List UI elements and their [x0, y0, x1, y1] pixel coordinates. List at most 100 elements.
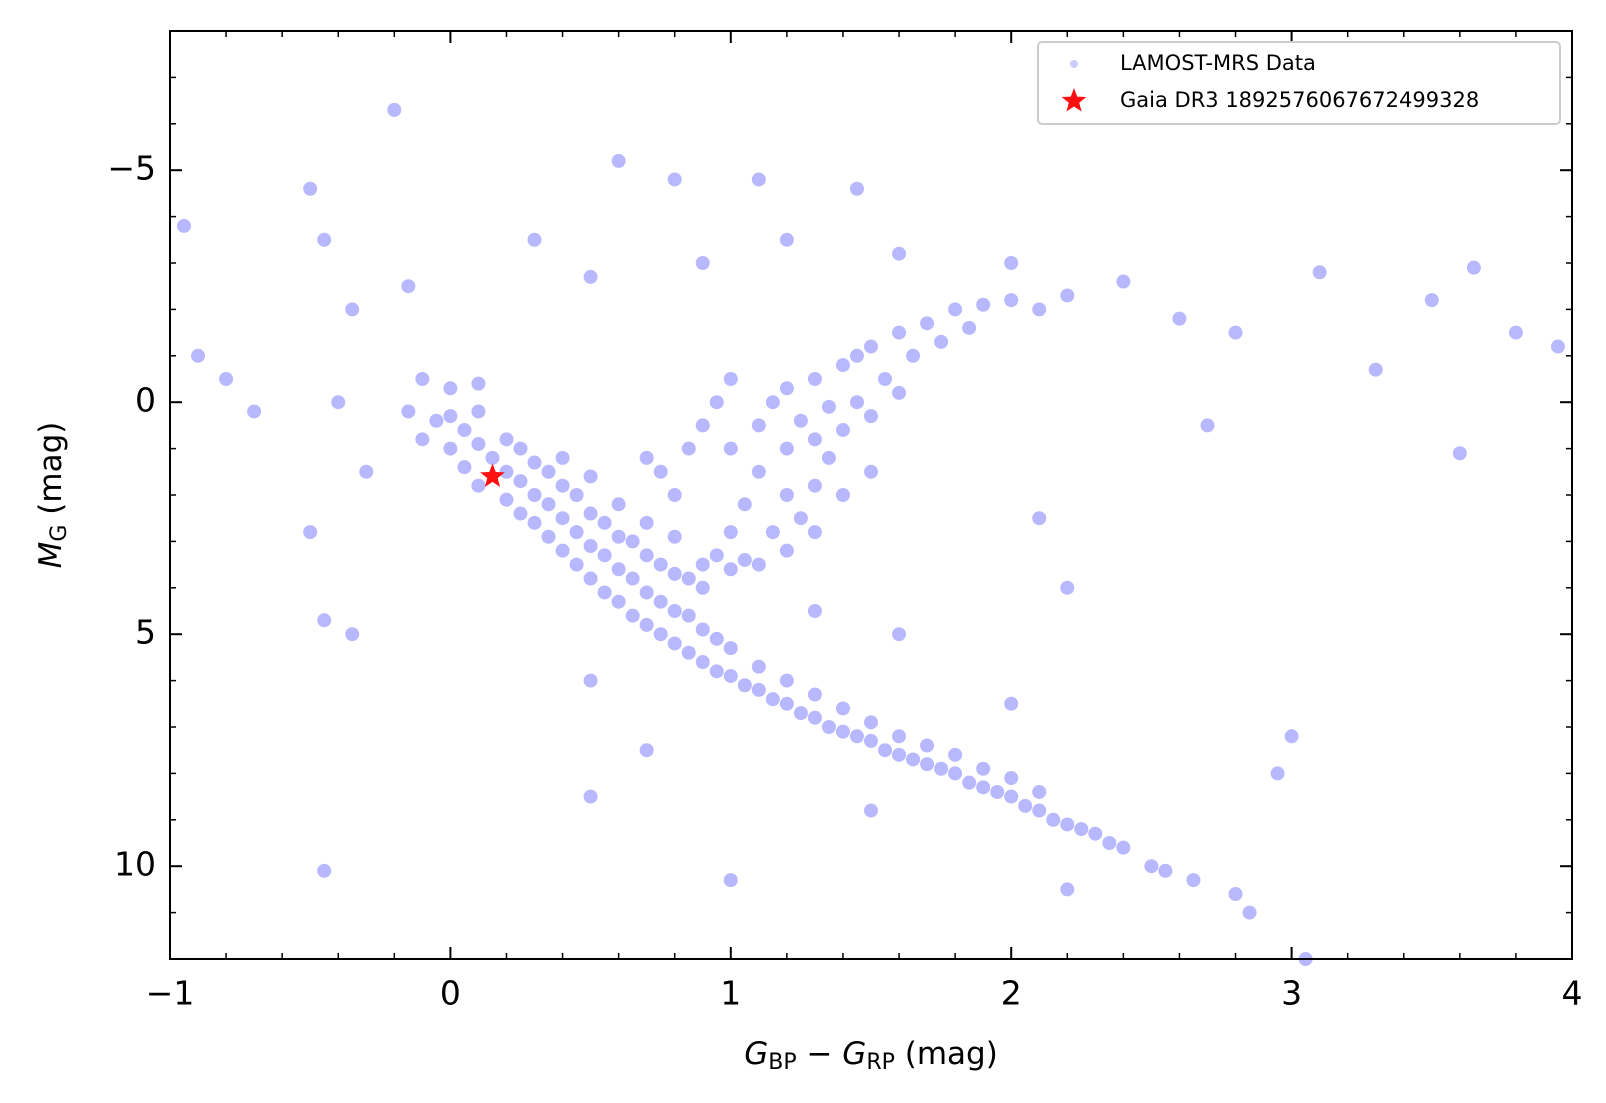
scatter-point: [835, 701, 850, 716]
x-tick-label: −1: [146, 974, 195, 1013]
scatter-point: [611, 529, 626, 544]
scatter-point: [807, 372, 822, 386]
scatter-point: [527, 455, 542, 470]
scatter-point: [415, 372, 430, 386]
scatter-point: [920, 757, 935, 772]
scatter-point: [513, 441, 528, 456]
scatter-point: [821, 450, 836, 465]
scatter-point: [653, 464, 668, 479]
y-tick-label: 0: [135, 381, 156, 420]
scatter-point: [723, 562, 738, 577]
scatter-point: [667, 529, 682, 544]
legend-box: [1037, 41, 1561, 125]
scatter-point: [583, 506, 598, 521]
scatter-point: [807, 710, 822, 725]
scatter-point: [765, 692, 780, 707]
scatter-point: [625, 608, 640, 623]
x-axis-label: GBP − GRP (mag): [744, 1036, 998, 1076]
y-tick-label: −5: [107, 149, 156, 188]
scatter-point: [990, 784, 1005, 799]
scatter-point: [569, 525, 584, 540]
scatter-point: [976, 297, 991, 312]
scatter-point: [667, 636, 682, 651]
scatter-point: [443, 381, 458, 396]
scatter-point: [681, 645, 696, 660]
legend-label: Gaia DR3 1892576067672499328: [1120, 88, 1479, 112]
scatter-point: [1102, 836, 1117, 850]
scatter-point: [849, 348, 864, 363]
scatter-point: [639, 743, 654, 758]
scatter-point: [1060, 882, 1075, 897]
scatter-point: [1004, 789, 1019, 804]
scatter-point: [191, 348, 206, 363]
scatter-point: [892, 246, 907, 261]
scatter-point: [345, 302, 360, 317]
scatter-point: [695, 256, 710, 270]
scatter-point: [569, 488, 584, 502]
scatter-point: [723, 525, 738, 540]
scatter-point: [709, 631, 724, 646]
scatter-point: [429, 413, 444, 428]
scatter-point: [177, 218, 192, 233]
scatter-point: [695, 655, 710, 670]
legend-label: LAMOST-MRS Data: [1120, 51, 1316, 75]
scatter-point: [737, 552, 752, 567]
axis-label-part: M: [33, 542, 69, 569]
scatter-point: [401, 279, 416, 294]
scatter-point: [1200, 418, 1215, 433]
scatter-point: [821, 720, 836, 734]
scatter-point: [1186, 873, 1201, 888]
scatter-point: [807, 432, 822, 447]
scatter-point: [948, 766, 963, 781]
scatter-point: [471, 478, 486, 493]
x-tick-label: 4: [1562, 974, 1583, 1013]
scatter-point: [611, 497, 626, 512]
scatter-point: [513, 474, 528, 489]
scatter-point: [1228, 325, 1243, 340]
scatter-point: [849, 181, 864, 196]
scatter-point: [471, 376, 486, 391]
scatter-point: [779, 673, 794, 688]
scatter-point: [219, 372, 234, 386]
scatter-point: [864, 803, 878, 818]
axis-label-part: G: [842, 1036, 866, 1072]
scatter-point: [695, 418, 710, 433]
scatter-point: [667, 604, 682, 618]
scatter-point: [1270, 766, 1285, 781]
scatter-point: [709, 548, 724, 563]
scatter-point: [765, 525, 780, 540]
y-axis-label: MG (mag): [33, 422, 73, 569]
axis-label-part: (mag): [895, 1036, 998, 1072]
scatter-point: [1550, 339, 1565, 354]
scatter-point: [345, 627, 360, 642]
axes: −1 0 1 2 3 4 −5 0 5 10: [107, 30, 1583, 1013]
scatter-point: [1004, 293, 1019, 308]
legend-marker: [1061, 88, 1087, 112]
axis-label-part: BP: [768, 1050, 796, 1075]
scatter-point: [527, 232, 542, 247]
scatter-point: [695, 580, 710, 595]
scatter-point: [849, 395, 864, 410]
scatter-point: [976, 780, 991, 795]
scatter-point: [667, 488, 682, 502]
scatter-point: [499, 492, 514, 507]
scatter-point: [864, 464, 878, 479]
scatter-point: [779, 441, 794, 456]
axis-label-part: −: [797, 1036, 843, 1072]
scatter-point: [709, 664, 724, 679]
scatter-point: [1004, 771, 1019, 786]
scatter-point: [667, 172, 682, 187]
scatter-point: [751, 172, 766, 187]
scatter-point: [499, 432, 514, 447]
scatter-point: [681, 571, 696, 586]
scatter-point: [541, 464, 556, 479]
scatter-point: [555, 450, 570, 465]
scatter-point: [1032, 511, 1047, 526]
scatter-point: [555, 478, 570, 493]
scatter-point: [835, 423, 850, 438]
scatter-point: [1004, 256, 1019, 270]
scatter-point: [1060, 288, 1075, 303]
